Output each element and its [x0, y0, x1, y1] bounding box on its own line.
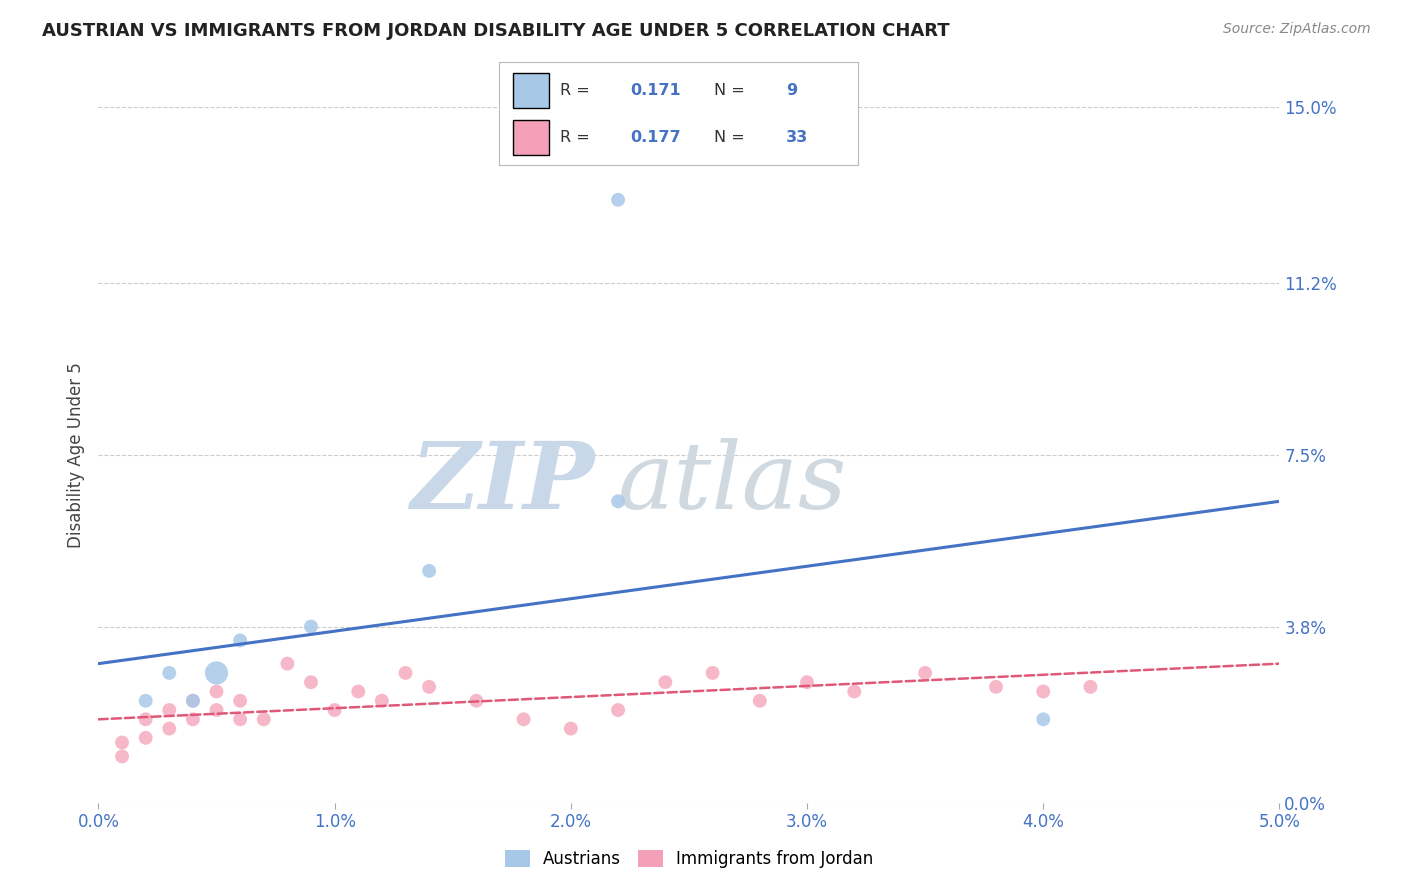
Point [229, 694, 252, 708]
Point [607, 193, 630, 207]
Point [253, 712, 276, 726]
Point [276, 657, 298, 671]
Point [796, 675, 818, 690]
Point [418, 680, 440, 694]
Text: ZIP: ZIP [411, 438, 595, 528]
Text: 0.177: 0.177 [630, 130, 681, 145]
Point [229, 633, 252, 648]
Point [607, 494, 630, 508]
Point [371, 694, 394, 708]
Point [844, 684, 866, 698]
Point [111, 749, 134, 764]
Point [205, 665, 228, 680]
Point [181, 712, 204, 726]
Point [157, 722, 180, 736]
Point [157, 665, 180, 680]
Text: 0.171: 0.171 [630, 83, 681, 97]
FancyBboxPatch shape [513, 120, 550, 155]
FancyBboxPatch shape [513, 73, 550, 108]
Text: R =: R = [560, 130, 591, 145]
Point [465, 694, 488, 708]
Legend: Austrians, Immigrants from Jordan: Austrians, Immigrants from Jordan [498, 843, 880, 874]
Point [205, 684, 228, 698]
Point [205, 703, 228, 717]
Point [181, 694, 204, 708]
Point [607, 703, 630, 717]
Point [135, 712, 157, 726]
Point [394, 665, 416, 680]
Point [914, 665, 936, 680]
Point [111, 735, 134, 749]
Point [135, 694, 157, 708]
Text: 9: 9 [786, 83, 797, 97]
Point [135, 731, 157, 745]
Point [1032, 684, 1054, 698]
Text: 33: 33 [786, 130, 808, 145]
Point [347, 684, 370, 698]
Point [1080, 680, 1102, 694]
Point [157, 703, 180, 717]
Point [1032, 712, 1054, 726]
Point [512, 712, 534, 726]
Point [418, 564, 440, 578]
Text: atlas: atlas [619, 438, 848, 528]
Point [323, 703, 346, 717]
Point [181, 694, 204, 708]
Point [299, 675, 322, 690]
Text: AUSTRIAN VS IMMIGRANTS FROM JORDAN DISABILITY AGE UNDER 5 CORRELATION CHART: AUSTRIAN VS IMMIGRANTS FROM JORDAN DISAB… [42, 22, 950, 40]
Point [702, 665, 724, 680]
Text: N =: N = [714, 130, 745, 145]
Point [654, 675, 676, 690]
Text: R =: R = [560, 83, 591, 97]
Point [299, 619, 322, 633]
Text: Source: ZipAtlas.com: Source: ZipAtlas.com [1223, 22, 1371, 37]
Point [229, 712, 252, 726]
Y-axis label: Disability Age Under 5: Disability Age Under 5 [66, 362, 84, 548]
Text: N =: N = [714, 83, 745, 97]
Point [984, 680, 1007, 694]
Point [748, 694, 770, 708]
Point [560, 722, 582, 736]
